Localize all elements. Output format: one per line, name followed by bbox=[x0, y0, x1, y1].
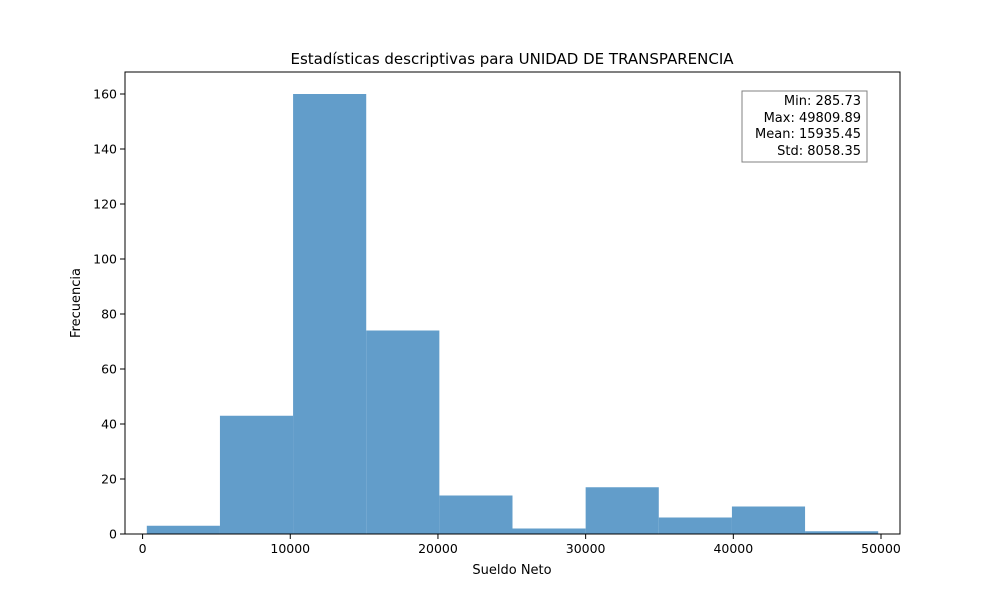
stats-min: Min: 285.73 bbox=[784, 94, 861, 109]
histogram-bar-3 bbox=[366, 330, 440, 534]
stats-max: Max: 49809.89 bbox=[764, 111, 861, 126]
y-tick-label-3: 60 bbox=[101, 362, 117, 377]
y-tick-label-0: 0 bbox=[109, 527, 117, 542]
y-axis-label: Frecuencia bbox=[69, 268, 84, 338]
histogram-bar-5 bbox=[512, 528, 586, 534]
stats-box: Min: 285.73 Max: 49809.89 Mean: 15935.45… bbox=[741, 90, 868, 163]
axes-frame bbox=[124, 71, 901, 535]
histogram-bar-9 bbox=[805, 531, 879, 534]
histogram-bar-1 bbox=[219, 415, 294, 534]
histogram-bar-6 bbox=[585, 487, 659, 534]
histogram-bars bbox=[146, 94, 879, 534]
y-tick-label-1: 20 bbox=[101, 472, 117, 487]
y-tick-label-8: 160 bbox=[93, 87, 117, 102]
x-tick-label-0: 0 bbox=[139, 541, 147, 556]
histogram-bar-4 bbox=[439, 495, 513, 534]
y-axis-ticks: 0 20 40 60 80 100 120 140 160 bbox=[93, 87, 125, 542]
chart-title: Estadísticas descriptivas para UNIDAD DE… bbox=[290, 50, 734, 68]
histogram-bar-7 bbox=[658, 517, 732, 534]
x-tick-label-4: 40000 bbox=[713, 541, 753, 556]
y-tick-label-5: 100 bbox=[93, 252, 117, 267]
x-axis-ticks: 0 10000 20000 30000 40000 50000 bbox=[139, 534, 901, 556]
histogram-bar-2 bbox=[293, 94, 367, 534]
x-tick-label-1: 10000 bbox=[270, 541, 310, 556]
y-tick-label-6: 120 bbox=[93, 197, 117, 212]
y-tick-label-4: 80 bbox=[101, 307, 117, 322]
histogram-bar-0 bbox=[146, 525, 220, 534]
stats-std: Std: 8058.35 bbox=[777, 144, 861, 159]
stats-mean: Mean: 15935.45 bbox=[755, 127, 861, 142]
histogram-bar-8 bbox=[731, 506, 806, 534]
y-tick-label-7: 140 bbox=[93, 142, 117, 157]
x-tick-label-2: 20000 bbox=[418, 541, 458, 556]
x-tick-label-5: 50000 bbox=[861, 541, 901, 556]
y-tick-label-2: 40 bbox=[101, 417, 117, 432]
x-tick-label-3: 30000 bbox=[566, 541, 606, 556]
x-axis-label: Sueldo Neto bbox=[472, 563, 551, 578]
stats-box-frame bbox=[741, 90, 868, 163]
